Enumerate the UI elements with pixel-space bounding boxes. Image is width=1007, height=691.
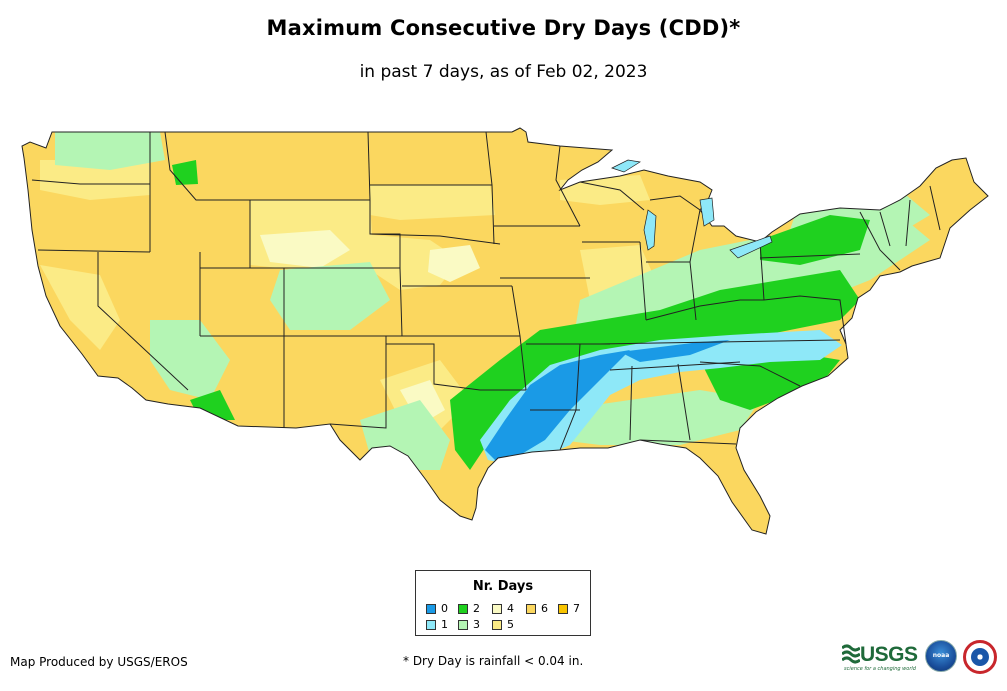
legend-swatch-3 [458,619,468,630]
border-mi-wi [579,181,645,211]
legend-swatch-2 [458,603,468,614]
zone-0-lower-mississippi [485,350,630,460]
usgs-logo: USGS science for a changing world [842,643,918,672]
zone-3-colorado [270,262,390,330]
lake-superior [611,159,641,173]
map-title: Maximum Consecutive Dry Days (CDD)* [266,16,741,40]
border-nc-sc [699,361,801,387]
border-il-in [639,241,647,321]
border-ny-ne [859,211,901,271]
legend-label-0: 0 [441,602,448,615]
zone-5-dakotas [370,185,495,220]
legend-item-6: 6 [526,602,548,615]
zone-2-pennsylvania [760,215,870,265]
legend-label-1: 1 [441,618,448,631]
zone-5-california [40,265,120,350]
legend-swatch-1 [426,619,436,630]
legend-swatch-4 [492,603,502,614]
legend-item-3: 3 [458,618,480,631]
legend-item-0: 0 [426,602,448,615]
legend-item-1: 1 [426,618,448,631]
legend-label-4: 4 [507,602,514,615]
legend-label-5: 5 [507,618,514,631]
zone-5-wisconsin [560,175,650,205]
map-subtitle: in past 7 days, as of Feb 02, 2023 [359,62,648,82]
legend-item-2: 2 [458,602,480,615]
border-oh-pa [759,241,765,301]
legend-swatch-7 [558,603,568,614]
lake-michigan [643,209,657,251]
zone-4-nebraska [428,245,480,282]
noaa-logo: noaa [925,640,957,672]
border-mt-east [367,131,371,201]
border-nv-ca [97,252,189,391]
legend-label-2: 2 [473,602,480,615]
legend-swatch-6 [526,603,536,614]
legend-swatch-5 [492,619,502,630]
legend-item-4: 4 [492,602,514,615]
cdd-color-field [22,128,988,534]
border-mn-wi [555,145,581,227]
nws-logo [963,640,997,674]
legend-item-7: 7 [558,602,580,615]
border-la-ms [559,343,581,451]
zone-0-tennessee [620,340,730,362]
great-lakes [611,159,773,259]
legend-title: Nr. Days [472,579,534,594]
border-wa-or [31,179,150,185]
legend-label-6: 6 [541,602,548,615]
noaa-wordmark: noaa [932,652,950,659]
zone-2-idaho [172,160,198,185]
border-ms-al [629,365,633,441]
legend-label-7: 7 [573,602,580,615]
us-outline [21,127,989,535]
border-ga-fl [639,439,737,445]
border-nm [329,336,387,429]
border-ok-tx [386,343,526,391]
nws-emblem-icon [971,648,989,666]
usgs-tagline: science for a changing world [844,666,916,672]
border-or-ca [37,249,151,253]
footnote-text: * Dry Day is rainfall < 0.04 in. [403,654,584,668]
zone-5-washington [40,160,150,200]
state-boundaries [21,127,989,535]
credit-text: Map Produced by USGS/EROS [10,655,188,669]
zone-4-texas [400,380,445,425]
border-pa-ny [759,253,861,259]
border-co [284,267,403,337]
legend-label-3: 3 [473,618,480,631]
border-in-oh [689,261,697,321]
usgs-wave-icon [842,644,860,664]
border-new-england [879,185,941,247]
lake-erie [729,235,773,259]
zone-2-central-band [450,270,860,470]
zone-3-pacific-nw [55,132,165,170]
border-sd-ne [369,233,501,245]
zone-3-arizona [150,320,230,400]
border-dakotas-mn [485,131,495,245]
zone-3-gulf-coast [560,390,760,445]
border-ks-mo [511,285,527,391]
legend-swatch-0 [426,603,436,614]
border-al-ga [677,363,691,441]
border-tn-ky [599,339,841,345]
lake-huron [699,197,715,227]
border-id-mt [164,131,250,201]
border-ky-oh [645,299,764,321]
legend-item-5: 5 [492,618,514,631]
usgs-wordmark: USGS [860,643,918,666]
zone-4-wyoming [260,230,350,268]
border-mi-lower [646,195,701,263]
border-va-wv [763,295,847,345]
legend-box: Nr. Days 0 1 2 3 4 5 6 7 [415,570,591,636]
